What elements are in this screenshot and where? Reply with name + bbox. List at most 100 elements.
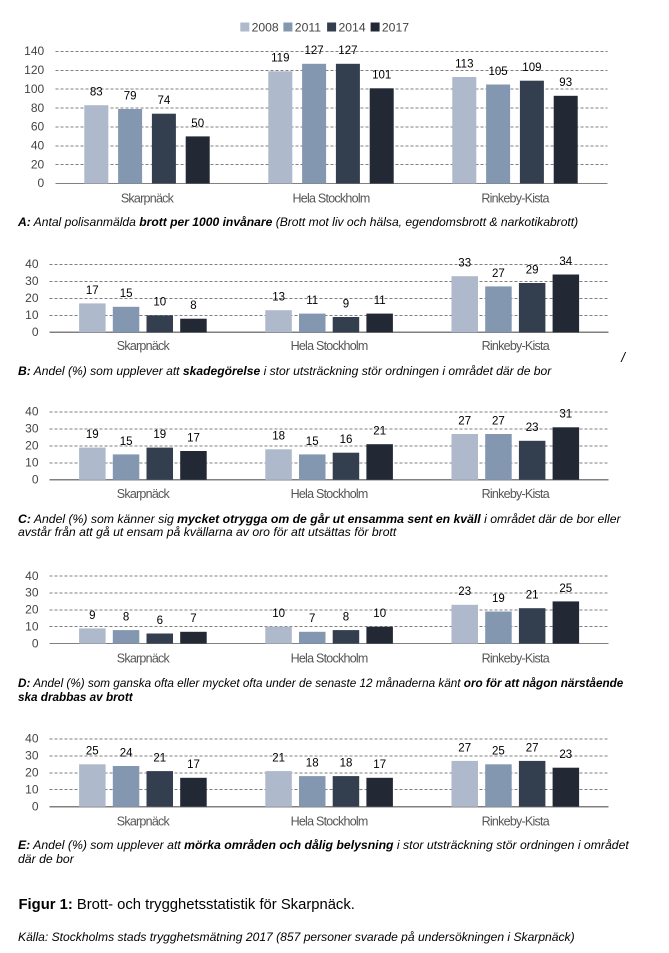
svg-text:0: 0: [32, 636, 39, 650]
svg-text:105: 105: [489, 66, 508, 78]
svg-text:Hela Stockholm: Hela Stockholm: [291, 651, 368, 665]
svg-text:113: 113: [455, 58, 473, 70]
svg-text:21: 21: [272, 753, 285, 765]
svg-text:30: 30: [25, 749, 39, 763]
svg-text:Rinkeby-Kista: Rinkeby-Kista: [482, 339, 550, 353]
svg-text:60: 60: [31, 120, 45, 134]
svg-text:11: 11: [306, 295, 318, 307]
svg-text:8: 8: [190, 300, 196, 312]
svg-text:101: 101: [372, 70, 391, 82]
svg-text:2014: 2014: [339, 20, 366, 34]
svg-text:13: 13: [272, 292, 285, 304]
svg-text:10: 10: [25, 308, 39, 322]
svg-text:20: 20: [25, 439, 39, 453]
svg-text:30: 30: [25, 422, 39, 436]
svg-text:Rinkeby-Kista: Rinkeby-Kista: [481, 192, 549, 206]
svg-text:10: 10: [25, 782, 39, 796]
svg-text:40: 40: [25, 257, 39, 271]
svg-text:Skarpnäck: Skarpnäck: [121, 192, 175, 206]
svg-text:127: 127: [338, 45, 357, 57]
svg-text:Hela Stockholm: Hela Stockholm: [291, 339, 368, 353]
svg-text:119: 119: [271, 53, 289, 65]
svg-text:21: 21: [153, 753, 166, 765]
svg-text:93: 93: [559, 77, 572, 89]
svg-text:120: 120: [24, 63, 44, 77]
svg-text:34: 34: [559, 256, 572, 268]
svg-text:Hela Stockholm: Hela Stockholm: [292, 192, 369, 206]
svg-text:23: 23: [526, 422, 539, 434]
svg-text:17: 17: [187, 759, 200, 771]
svg-text:79: 79: [124, 90, 137, 102]
svg-text:Skarpnäck: Skarpnäck: [117, 814, 171, 828]
svg-text:Skarpnäck: Skarpnäck: [117, 651, 171, 665]
svg-text:27: 27: [458, 742, 471, 754]
svg-text:10: 10: [25, 456, 39, 470]
svg-text:27: 27: [492, 268, 505, 280]
svg-text:19: 19: [153, 429, 166, 441]
svg-text:Skarpnäck: Skarpnäck: [117, 339, 171, 353]
svg-text:27: 27: [458, 415, 471, 427]
svg-text:33: 33: [458, 258, 471, 270]
svg-text:0: 0: [32, 325, 39, 339]
svg-text:23: 23: [559, 749, 572, 761]
svg-text:Hela Stockholm: Hela Stockholm: [291, 814, 368, 828]
svg-text:127: 127: [305, 45, 324, 57]
svg-text:10: 10: [272, 608, 285, 620]
svg-text:20: 20: [31, 157, 45, 171]
svg-text:11: 11: [374, 295, 386, 307]
svg-text:17: 17: [373, 759, 386, 771]
svg-text:109: 109: [522, 62, 541, 74]
svg-text:Skarpnäck: Skarpnäck: [117, 487, 171, 501]
svg-text:8: 8: [123, 612, 129, 624]
svg-text:40: 40: [25, 405, 39, 419]
svg-text:Hela Stockholm: Hela Stockholm: [291, 487, 368, 501]
svg-text:27: 27: [526, 742, 539, 754]
svg-text:10: 10: [25, 619, 39, 633]
svg-text:27: 27: [492, 415, 505, 427]
svg-text:30: 30: [25, 274, 39, 288]
svg-text:74: 74: [158, 95, 171, 107]
svg-text:Rinkeby-Kista: Rinkeby-Kista: [482, 814, 550, 828]
svg-text:10: 10: [373, 608, 386, 620]
svg-text:0: 0: [32, 799, 39, 813]
svg-text:80: 80: [31, 101, 45, 115]
svg-text:2008: 2008: [252, 20, 279, 34]
svg-text:0: 0: [32, 473, 39, 487]
svg-text:83: 83: [90, 87, 103, 99]
svg-text:50: 50: [191, 118, 204, 130]
svg-text:23: 23: [458, 586, 471, 598]
svg-text:21: 21: [526, 590, 539, 602]
svg-text:21: 21: [373, 426, 386, 438]
svg-text:31: 31: [559, 409, 572, 421]
svg-text:40: 40: [25, 732, 39, 746]
svg-text:40: 40: [31, 139, 45, 153]
svg-text:15: 15: [120, 436, 133, 448]
svg-text:7: 7: [190, 613, 196, 625]
svg-text:40: 40: [25, 569, 39, 583]
svg-text:0: 0: [38, 176, 45, 190]
svg-text:18: 18: [340, 758, 353, 770]
svg-text:15: 15: [306, 436, 319, 448]
svg-text:20: 20: [25, 766, 39, 780]
svg-text:19: 19: [86, 429, 99, 441]
svg-text:7: 7: [309, 613, 315, 625]
svg-text:2017: 2017: [382, 20, 409, 34]
svg-text:140: 140: [24, 44, 44, 58]
svg-text:8: 8: [343, 612, 349, 624]
svg-text:20: 20: [25, 603, 39, 617]
svg-text:9: 9: [343, 298, 349, 310]
svg-text:19: 19: [492, 593, 505, 605]
svg-text:17: 17: [86, 285, 99, 297]
svg-text:6: 6: [157, 615, 163, 627]
svg-text:30: 30: [25, 586, 39, 600]
svg-text:10: 10: [153, 297, 166, 309]
svg-text:24: 24: [120, 747, 133, 759]
svg-text:100: 100: [24, 82, 44, 96]
svg-text:18: 18: [272, 431, 285, 443]
svg-text:29: 29: [526, 264, 539, 276]
svg-text:25: 25: [86, 746, 99, 758]
svg-text:15: 15: [120, 288, 133, 300]
svg-text:Rinkeby-Kista: Rinkeby-Kista: [482, 487, 550, 501]
svg-text:25: 25: [559, 583, 572, 595]
svg-text:25: 25: [492, 746, 505, 758]
